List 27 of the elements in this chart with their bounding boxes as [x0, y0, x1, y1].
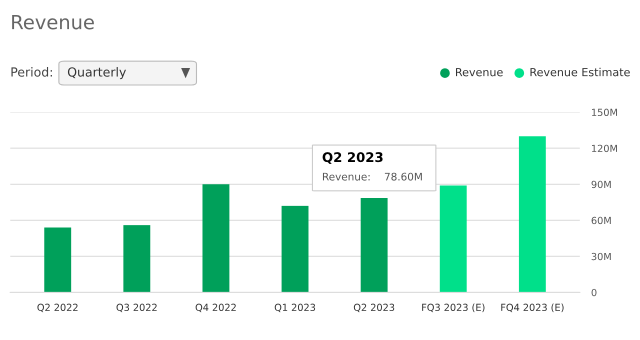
bar: [282, 206, 308, 292]
x-tick-label: FQ3 2023 (E): [422, 304, 484, 312]
x-tick-label: Q2 2022: [37, 304, 78, 312]
bar: [360, 198, 388, 292]
y-tick-label: 30M: [592, 252, 611, 260]
x-tick-label: Q1 2023: [274, 304, 316, 312]
y-tick-label: 90M: [592, 180, 611, 188]
bar: [202, 184, 230, 292]
text: Period:: [11, 67, 52, 77]
legend-label: Revenue: [456, 68, 503, 76]
y-tick-label: 0: [592, 288, 596, 296]
annotation: Revenue: 78.60M: [322, 172, 422, 181]
x-tick-label: FQ4 2023 (E): [501, 304, 564, 312]
y-tick-label: 120M: [592, 144, 617, 152]
x-tick-label: Q3 2022: [116, 304, 157, 312]
annotation: Q2 2023: [322, 152, 383, 164]
x-tick-label: Q4 2022: [196, 304, 236, 312]
y-tick-label: 60M: [592, 216, 611, 224]
legend-label: Revenue Estimate: [530, 68, 630, 76]
x-tick-label: Q2 2023: [354, 304, 394, 312]
y-tick-label: 150M: [592, 108, 617, 116]
bar: [44, 228, 72, 292]
bar: [518, 136, 546, 292]
chart-title: Revenue: [12, 14, 94, 30]
bar: [123, 225, 150, 292]
bar: [440, 185, 467, 292]
text: Quarterly: [68, 67, 126, 80]
